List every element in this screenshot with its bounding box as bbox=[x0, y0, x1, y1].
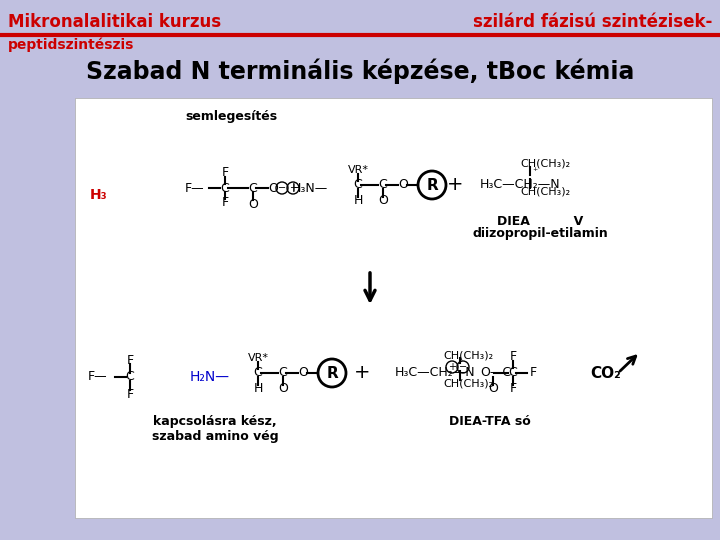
Text: H₃C—CH₂—N: H₃C—CH₂—N bbox=[480, 179, 561, 192]
Text: O: O bbox=[248, 198, 258, 211]
Text: F: F bbox=[529, 367, 536, 380]
Text: F: F bbox=[222, 166, 228, 179]
Text: C: C bbox=[379, 179, 387, 192]
Text: H₃: H₃ bbox=[90, 188, 107, 202]
Text: CH(CH₃)₂: CH(CH₃)₂ bbox=[520, 158, 570, 168]
Text: diizopropil-etilamin: diizopropil-etilamin bbox=[472, 227, 608, 240]
Text: O: O bbox=[488, 382, 498, 395]
Text: semlegesítés: semlegesítés bbox=[185, 110, 277, 123]
Text: VR*: VR* bbox=[348, 165, 369, 175]
Text: R: R bbox=[426, 178, 438, 192]
Text: Szabad N terminális képzése, tBoc kémia: Szabad N terminális képzése, tBoc kémia bbox=[86, 58, 634, 84]
Text: H₃N—: H₃N— bbox=[292, 181, 328, 194]
Text: CH(CH₃)₂: CH(CH₃)₂ bbox=[443, 378, 493, 388]
Text: O: O bbox=[278, 382, 288, 395]
Text: C: C bbox=[354, 179, 362, 192]
Text: F—: F— bbox=[184, 181, 204, 194]
Text: +: + bbox=[446, 176, 463, 194]
Text: C: C bbox=[220, 181, 230, 194]
Text: ⁺: ⁺ bbox=[532, 167, 537, 177]
Text: O: O bbox=[378, 194, 388, 207]
Text: F: F bbox=[510, 382, 516, 395]
Text: CO₂: CO₂ bbox=[590, 366, 621, 381]
Text: CH(CH₃)₂: CH(CH₃)₂ bbox=[443, 350, 493, 360]
FancyBboxPatch shape bbox=[75, 98, 712, 518]
Text: H: H bbox=[253, 382, 263, 395]
Text: CH(CH₃)₂: CH(CH₃)₂ bbox=[520, 187, 570, 197]
Text: −: − bbox=[459, 362, 467, 372]
Text: peptidszintészis: peptidszintészis bbox=[8, 37, 135, 51]
Text: DIEA          V: DIEA V bbox=[497, 215, 583, 228]
Text: Mikronalalitikai kurzus: Mikronalalitikai kurzus bbox=[8, 13, 221, 31]
Text: +: + bbox=[354, 363, 370, 382]
Text: F: F bbox=[127, 354, 134, 367]
Text: C: C bbox=[253, 367, 262, 380]
Text: H: H bbox=[354, 194, 363, 207]
Text: C: C bbox=[508, 367, 518, 380]
Text: H₃C—CH₂—N: H₃C—CH₂—N bbox=[395, 367, 476, 380]
Text: VR*: VR* bbox=[248, 353, 269, 363]
Text: F—: F— bbox=[87, 370, 107, 383]
Text: F: F bbox=[127, 388, 134, 401]
Text: DIEA-TFA só: DIEA-TFA só bbox=[449, 415, 531, 428]
Text: +: + bbox=[448, 362, 456, 372]
Text: O: O bbox=[268, 181, 278, 194]
Text: F: F bbox=[222, 197, 228, 210]
Text: kapcsolásra kész,
szabad amino vég: kapcsolásra kész, szabad amino vég bbox=[152, 415, 279, 443]
Text: F: F bbox=[510, 350, 516, 363]
Text: O: O bbox=[298, 367, 308, 380]
Text: C: C bbox=[125, 370, 135, 383]
Text: +: + bbox=[289, 183, 297, 193]
Text: C: C bbox=[248, 181, 257, 194]
Text: −: − bbox=[278, 183, 286, 193]
Text: R: R bbox=[326, 366, 338, 381]
Text: O: O bbox=[398, 179, 408, 192]
Text: H₂N—: H₂N— bbox=[190, 370, 230, 384]
Text: C: C bbox=[279, 367, 287, 380]
Text: O—C: O—C bbox=[480, 367, 511, 380]
Text: szilárd fázisú szintézisek-: szilárd fázisú szintézisek- bbox=[472, 13, 712, 31]
